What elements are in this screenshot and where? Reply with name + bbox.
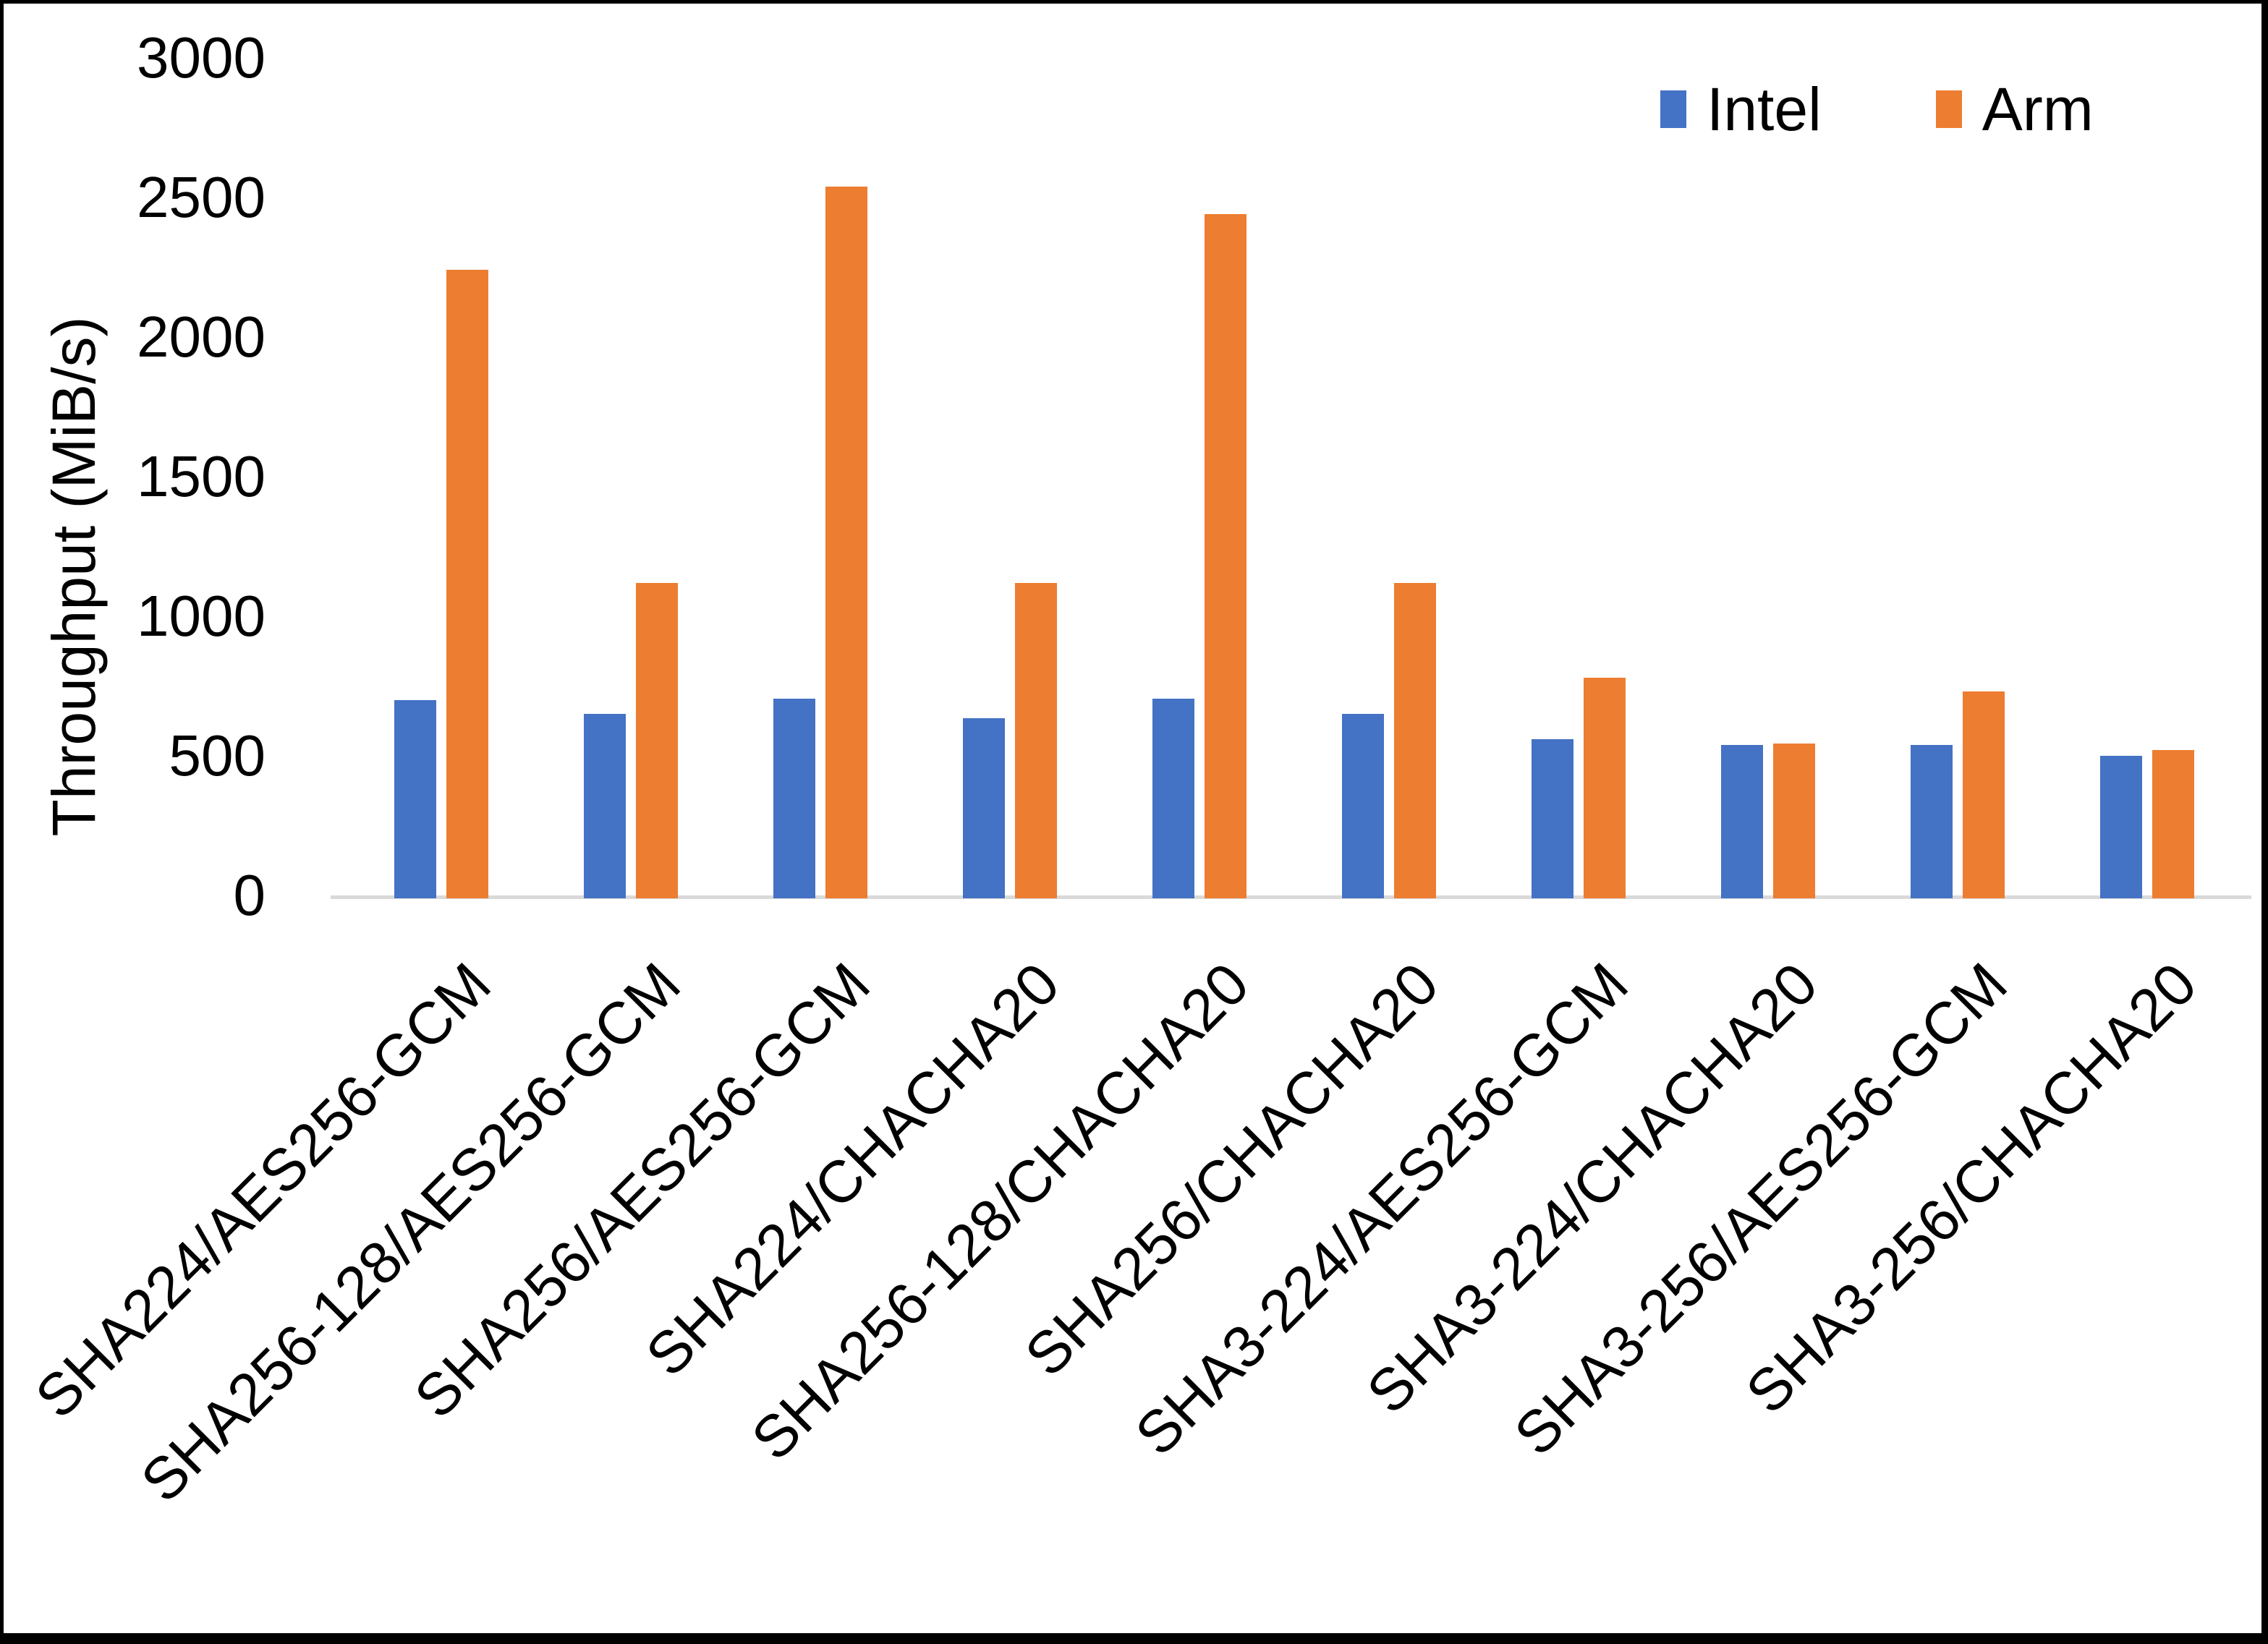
legend-item-intel: Intel (1660, 79, 1822, 140)
arm-bar-SHA3-256/CHACHA20 (2152, 750, 2194, 898)
legend-label-intel: Intel (1707, 75, 1822, 143)
arm-series-swatch (1935, 90, 1962, 128)
intel-bar-SHA224/CHACHA20 (963, 718, 1005, 898)
arm-bar-SHA256-128/AES256-GCM (636, 583, 678, 898)
y-tick-label: 3000 (137, 25, 266, 90)
arm-bar-SHA224/AES256-GCM (446, 270, 488, 898)
intel-bar-SHA3-224/AES256-GCM (1532, 739, 1573, 898)
y-tick-label: 1500 (137, 444, 266, 508)
y-tick-label: 2000 (137, 304, 266, 369)
arm-bar-SHA256/AES256-GCM (825, 187, 867, 898)
intel-bar-SHA3-256/CHACHA20 (2100, 756, 2142, 898)
arm-bar-SHA3-224/CHACHA20 (1773, 744, 1815, 898)
intel-bar-SHA3-224/CHACHA20 (1721, 745, 1763, 898)
x-category-label: SHA256-128/AES256-GCM (128, 950, 693, 1515)
y-tick-label: 1000 (137, 584, 266, 648)
y-tick-label: 0 (233, 863, 266, 927)
legend-item-arm: Arm (1935, 75, 2094, 143)
intel-bar-SHA256-128/AES256-GCM (584, 714, 626, 898)
intel-bar-SHA256/AES256-GCM (773, 699, 815, 898)
y-tick-label: 500 (169, 723, 266, 788)
intel-bar-SHA3-256/AES256-GCM (1911, 745, 1953, 898)
arm-bar-SHA256/CHACHA20 (1394, 583, 1436, 898)
intel-bar-SHA224/AES256-GCM (394, 700, 436, 898)
arm-bar-SHA3-256/AES256-GCM (1963, 691, 2005, 898)
arm-bar-SHA256-128/CHACHA20 (1205, 214, 1246, 898)
y-tick-label: 2500 (137, 165, 266, 229)
intel-series-swatch (1660, 90, 1686, 128)
intel-bar-SHA256-128/CHACHA20 (1152, 699, 1194, 898)
arm-bar-SHA224/CHACHA20 (1015, 583, 1057, 898)
x-axis-line (331, 895, 2251, 899)
legend: Intel Arm (1660, 79, 2094, 140)
arm-bar-SHA3-224/AES256-GCM (1584, 678, 1626, 898)
legend-label-arm: Arm (1982, 75, 2094, 143)
intel-bar-SHA256/CHACHA20 (1342, 714, 1384, 898)
